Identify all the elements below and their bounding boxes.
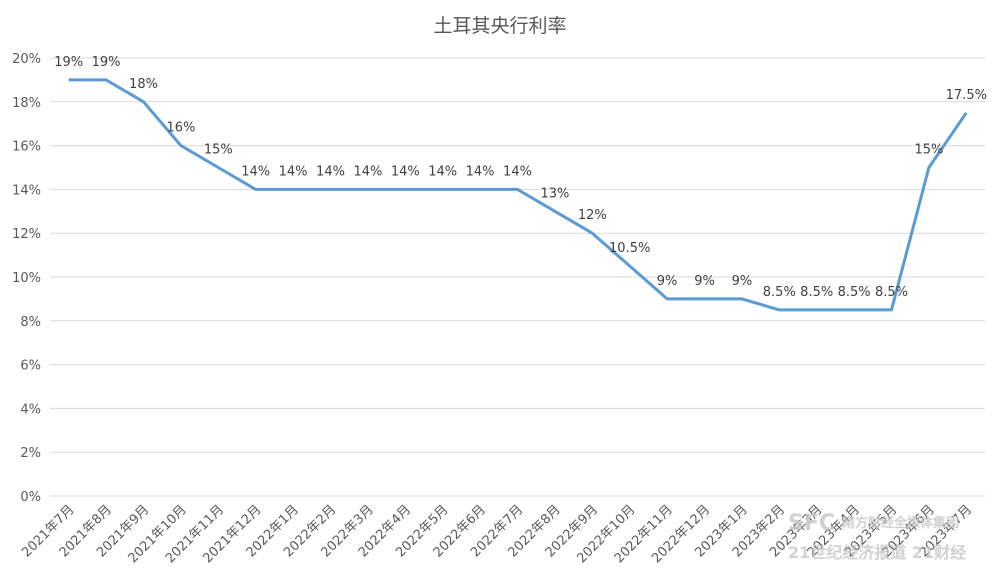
data-label: 12% bbox=[578, 208, 607, 223]
series-layer bbox=[68, 78, 968, 312]
data-label: 16% bbox=[166, 121, 195, 136]
data-label: 8.5% bbox=[800, 285, 833, 300]
y-tick-label: 0% bbox=[20, 490, 41, 505]
data-label: 14% bbox=[279, 164, 308, 179]
data-label: 18% bbox=[129, 77, 158, 92]
chart-title: 土耳其央行利率 bbox=[433, 15, 566, 37]
y-tick-label: 4% bbox=[20, 402, 41, 417]
watermark-logo: SFC 南方财经全媒体集团 21世纪经济报道 21财经 bbox=[788, 511, 966, 562]
watermark-logo-mark: SFC bbox=[788, 511, 835, 536]
data-label: 9% bbox=[732, 274, 753, 289]
data-label: 8.5% bbox=[838, 285, 871, 300]
y-tick-label: 18% bbox=[12, 96, 41, 111]
y-axis-labels: 0% 2% 4% 6% 8% 10% 12% 14% 16% 18% 20% bbox=[12, 52, 41, 505]
y-tick-label: 20% bbox=[12, 52, 41, 67]
data-label: 14% bbox=[466, 164, 495, 179]
data-label: 19% bbox=[54, 55, 83, 70]
data-label: 14% bbox=[316, 164, 345, 179]
data-label: 14% bbox=[428, 164, 457, 179]
data-label: 15% bbox=[204, 143, 233, 158]
y-tick-label: 8% bbox=[20, 315, 41, 330]
y-tick-label: 6% bbox=[20, 359, 41, 374]
data-label: 17.5% bbox=[946, 88, 987, 103]
watermark-line2: 21世纪经济报道 21财经 bbox=[788, 543, 966, 562]
data-label: 15% bbox=[914, 143, 943, 158]
gridlines bbox=[50, 57, 985, 497]
watermark-line1: 南方财经全媒体集团 bbox=[842, 515, 959, 531]
y-tick-label: 12% bbox=[12, 227, 41, 242]
data-label: 9% bbox=[657, 274, 678, 289]
series-line bbox=[68, 78, 968, 312]
data-label: 13% bbox=[540, 186, 569, 201]
data-labels: 19% 19% 18% 16% 15% 14% 14% 14% 14% 14% 14% 14% 14% 1… bbox=[54, 55, 987, 300]
data-label: 8.5% bbox=[763, 285, 796, 300]
data-label: 14% bbox=[241, 164, 270, 179]
data-label: 8.5% bbox=[875, 285, 908, 300]
y-tick-label: 10% bbox=[12, 271, 41, 286]
data-label: 14% bbox=[353, 164, 382, 179]
data-label: 19% bbox=[92, 55, 121, 70]
data-label: 10.5% bbox=[609, 241, 650, 256]
y-tick-label: 2% bbox=[20, 446, 41, 461]
data-label: 14% bbox=[503, 164, 532, 179]
y-tick-label: 14% bbox=[12, 183, 41, 198]
data-label: 9% bbox=[694, 274, 715, 289]
y-tick-label: 16% bbox=[12, 140, 41, 155]
data-label: 14% bbox=[391, 164, 420, 179]
